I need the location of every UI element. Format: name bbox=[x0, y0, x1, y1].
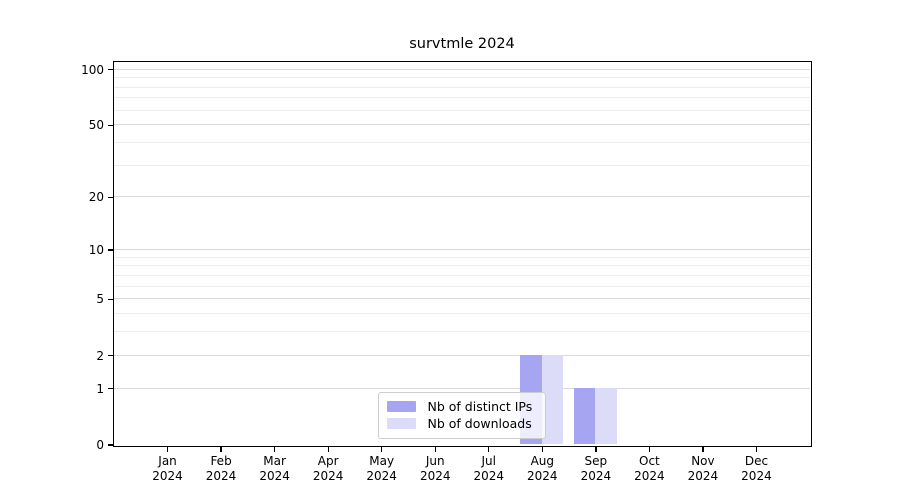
y-axis-tick-50 bbox=[107, 124, 113, 126]
legend-swatch-distinct-ips-icon bbox=[386, 401, 416, 412]
gridline-minor-6 bbox=[113, 285, 810, 287]
bar-downloads-sep bbox=[595, 388, 617, 445]
x-tick-label-jan: Jan 2024 bbox=[152, 454, 183, 483]
gridline-minor-30 bbox=[113, 164, 810, 166]
bar-distinct-ips-sep bbox=[573, 388, 596, 445]
x-axis-tick-jan bbox=[166, 446, 169, 452]
y-axis-tick-0 bbox=[107, 444, 113, 446]
gridline-major-2 bbox=[113, 354, 810, 356]
y-tick-label-50: 50 bbox=[88, 118, 104, 133]
legend: Nb of distinct IPs Nb of downloads bbox=[377, 391, 546, 439]
legend-label-downloads: Nb of downloads bbox=[427, 416, 532, 431]
x-axis-tick-dec bbox=[755, 446, 758, 452]
y-axis-tick-2 bbox=[107, 355, 113, 357]
x-tick-label-oct: Oct 2024 bbox=[634, 454, 665, 483]
y-tick-label-20: 20 bbox=[88, 190, 104, 205]
x-tick-label-mar: Mar 2024 bbox=[259, 454, 290, 483]
x-axis-tick-jun bbox=[434, 446, 436, 452]
gridline-major-50 bbox=[113, 124, 810, 126]
legend-entry-downloads: Nb of downloads bbox=[386, 416, 537, 432]
gridline-minor-4 bbox=[113, 313, 810, 315]
legend-label-distinct-ips: Nb of distinct IPs bbox=[427, 399, 533, 414]
gridline-minor-7 bbox=[113, 274, 810, 276]
bars-layer bbox=[114, 62, 810, 445]
x-axis-tick-oct bbox=[648, 446, 651, 452]
gridline-major-20 bbox=[113, 196, 810, 198]
x-axis-tick-may bbox=[381, 446, 383, 452]
gridline-minor-8 bbox=[113, 265, 810, 267]
plot-area: Nb of distinct IPs Nb of downloads bbox=[112, 60, 812, 447]
gridline-major-100 bbox=[113, 68, 810, 70]
x-tick-label-jun: Jun 2024 bbox=[419, 454, 451, 483]
y-axis-tick-10 bbox=[107, 249, 113, 251]
gridline-minor-9 bbox=[113, 256, 810, 258]
x-tick-label-dec: Dec 2024 bbox=[741, 454, 772, 483]
y-tick-label-5: 5 bbox=[96, 292, 104, 307]
chart-title: survtmle 2024 bbox=[409, 36, 515, 52]
gridline-major-1 bbox=[113, 387, 810, 389]
gridline-minor-70 bbox=[113, 97, 810, 99]
y-axis-tick-1 bbox=[107, 388, 113, 390]
bar-downloads-aug bbox=[541, 355, 564, 445]
y-tick-label-2: 2 bbox=[96, 348, 104, 363]
gridline-minor-40 bbox=[113, 141, 810, 143]
x-axis-tick-aug bbox=[541, 446, 543, 452]
gridline-minor-90 bbox=[113, 77, 810, 79]
x-axis-tick-feb bbox=[220, 446, 222, 452]
gridline-minor-60 bbox=[113, 109, 810, 111]
gridlines-layer bbox=[113, 62, 810, 445]
y-tick-label-100: 100 bbox=[81, 62, 104, 77]
gridline-minor-3 bbox=[113, 331, 810, 333]
x-tick-label-nov: Nov 2024 bbox=[687, 454, 719, 483]
y-axis-tick-100 bbox=[107, 68, 113, 71]
x-axis-tick-sep bbox=[595, 446, 597, 452]
x-axis-tick-jul bbox=[488, 446, 490, 452]
gridline-major-5 bbox=[113, 298, 810, 300]
gridline-major-10 bbox=[113, 248, 810, 250]
y-tick-label-1: 1 bbox=[96, 381, 104, 396]
x-tick-label-may: May 2024 bbox=[366, 454, 397, 483]
legend-entry-distinct-ips: Nb of distinct IPs bbox=[386, 399, 537, 415]
x-axis-tick-apr bbox=[327, 446, 329, 452]
y-tick-label-0: 0 bbox=[96, 438, 104, 452]
legend-swatch-downloads-icon bbox=[386, 418, 416, 429]
x-tick-label-aug: Aug 2024 bbox=[527, 454, 558, 483]
y-axis-tick-20 bbox=[107, 196, 113, 199]
x-axis-tick-nov bbox=[702, 446, 704, 452]
y-tick-label-10: 10 bbox=[88, 242, 104, 257]
x-tick-label-feb: Feb 2024 bbox=[205, 454, 237, 483]
x-axis-tick-mar bbox=[274, 446, 276, 452]
x-tick-label-sep: Sep 2024 bbox=[580, 454, 612, 483]
gridline-minor-80 bbox=[113, 86, 810, 88]
y-axis-tick-5 bbox=[107, 298, 113, 300]
x-tick-label-apr: Apr 2024 bbox=[312, 454, 344, 483]
x-tick-label-jul: Jul 2024 bbox=[473, 454, 505, 483]
